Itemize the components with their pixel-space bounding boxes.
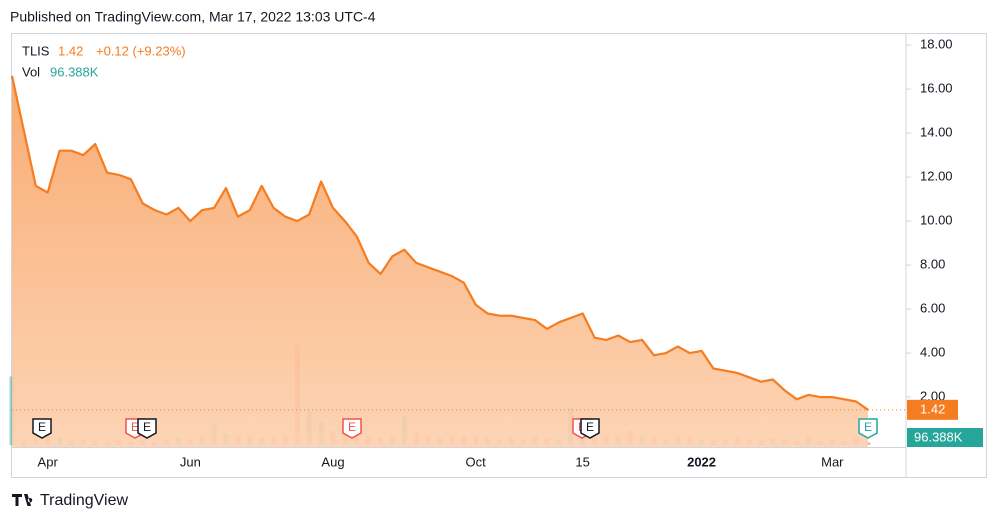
price-line bbox=[10, 75, 869, 411]
earnings-label: E bbox=[38, 420, 46, 434]
x-tick-label: 15 bbox=[575, 454, 589, 469]
y-tick-label: 6.00 bbox=[920, 301, 945, 316]
legend-symbol: TLIS bbox=[22, 43, 50, 58]
last-volume-box bbox=[907, 428, 983, 447]
footer: TradingView bbox=[12, 492, 128, 509]
header: Published on TradingView.com, Mar 17, 20… bbox=[10, 9, 376, 25]
earnings-marker bbox=[342, 418, 362, 439]
legend: TLIS 1.42 +0.12 (+9.23%) Vol 96.388K bbox=[22, 43, 186, 79]
last-price-label: 1.42 bbox=[920, 401, 945, 416]
legend-price: 1.42 bbox=[58, 43, 83, 58]
y-tick-label: 4.00 bbox=[920, 345, 945, 360]
y-tick-label: 8.00 bbox=[920, 257, 945, 272]
frame bbox=[11, 33, 987, 478]
y-tick-label: 2.00 bbox=[920, 389, 945, 404]
last-price-box bbox=[907, 399, 958, 420]
earnings-label: E bbox=[131, 420, 139, 434]
price-area bbox=[12, 75, 868, 448]
earnings-marker bbox=[580, 418, 600, 439]
earnings-label: E bbox=[586, 420, 594, 434]
earnings-label: E bbox=[864, 420, 872, 434]
earnings-label: E bbox=[348, 420, 356, 434]
y-tick-label: 10.00 bbox=[920, 213, 953, 228]
x-tick-label: Aug bbox=[321, 454, 344, 469]
x-tick-label: Mar bbox=[821, 454, 844, 469]
x-tick-label: Jun bbox=[180, 454, 201, 469]
earnings-marker bbox=[137, 418, 157, 439]
x-tick-label: Oct bbox=[466, 454, 487, 469]
legend-change: +0.12 (+9.23%) bbox=[96, 43, 186, 58]
y-tick-label: 18.00 bbox=[920, 37, 953, 52]
earnings-marker bbox=[858, 418, 878, 439]
earnings-marker bbox=[32, 418, 52, 439]
legend-vol-value: 96.388K bbox=[50, 64, 99, 79]
last-volume-label: 96.388K bbox=[914, 429, 963, 444]
y-tick-label: 12.00 bbox=[920, 169, 953, 184]
x-tick-label: 2022 bbox=[687, 454, 716, 469]
x-tick-label: Apr bbox=[38, 454, 59, 469]
plot: 2.00 4.00 6.00 8.00 10.00 12.00 14.00 16.00 18.0… bbox=[9, 37, 983, 469]
logo bbox=[12, 494, 33, 506]
y-tick-label: 14.00 bbox=[920, 125, 953, 140]
y-tick-label: 16.00 bbox=[920, 81, 953, 96]
legend-vol: Vol bbox=[22, 64, 40, 79]
earnings-label: E bbox=[143, 420, 151, 434]
brand: TradingView bbox=[40, 492, 128, 509]
